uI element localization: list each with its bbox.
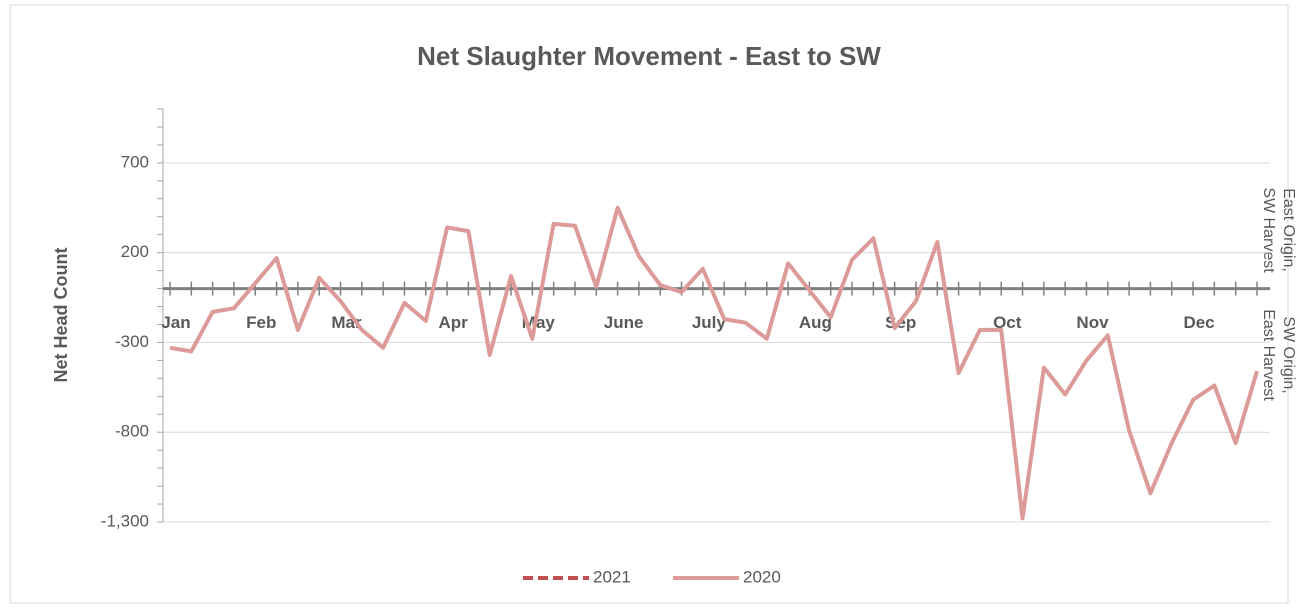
x-tick-label: Feb xyxy=(246,313,276,332)
annotations: East Origin,SW Harvest SW Origin,East Har… xyxy=(1260,187,1297,401)
x-tick-label: June xyxy=(604,313,644,332)
x-tick-label: Dec xyxy=(1183,313,1214,332)
annotation: East Origin, xyxy=(1280,188,1297,272)
y-tick-label: -1,300 xyxy=(101,511,149,530)
x-tick-label: Aug xyxy=(799,313,832,332)
annotation: East Harvest xyxy=(1260,309,1277,401)
x-tick-label: Jan xyxy=(161,313,190,332)
x-tick-label: Apr xyxy=(438,313,468,332)
y-tick-label: 200 xyxy=(121,242,149,261)
x-tick-label: Nov xyxy=(1076,313,1109,332)
plot xyxy=(169,205,1259,521)
y-axis-title: Net Head Count xyxy=(51,247,71,382)
x-tick-label: July xyxy=(692,313,727,332)
y-tick-label: 700 xyxy=(121,152,149,171)
y-tick-label: -300 xyxy=(115,332,149,351)
legend: 2021 2020 xyxy=(523,567,781,586)
y-tick-label: -800 xyxy=(115,422,149,441)
chart-frame xyxy=(9,4,1289,604)
annotation: SW Harvest xyxy=(1260,187,1277,273)
legend-label: 2021 xyxy=(593,567,631,586)
legend-label: 2020 xyxy=(743,567,781,586)
annotation: SW Origin, xyxy=(1280,316,1297,393)
chart-title: Net Slaughter Movement - East to SW xyxy=(417,41,881,71)
series-line xyxy=(169,205,1259,521)
x-tick-label: Oct xyxy=(993,313,1022,332)
